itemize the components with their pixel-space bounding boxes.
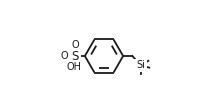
Text: OH: OH bbox=[67, 62, 82, 72]
Text: S: S bbox=[71, 50, 79, 62]
Text: O: O bbox=[72, 40, 79, 50]
Text: Si: Si bbox=[136, 60, 145, 70]
Text: O: O bbox=[60, 51, 68, 61]
